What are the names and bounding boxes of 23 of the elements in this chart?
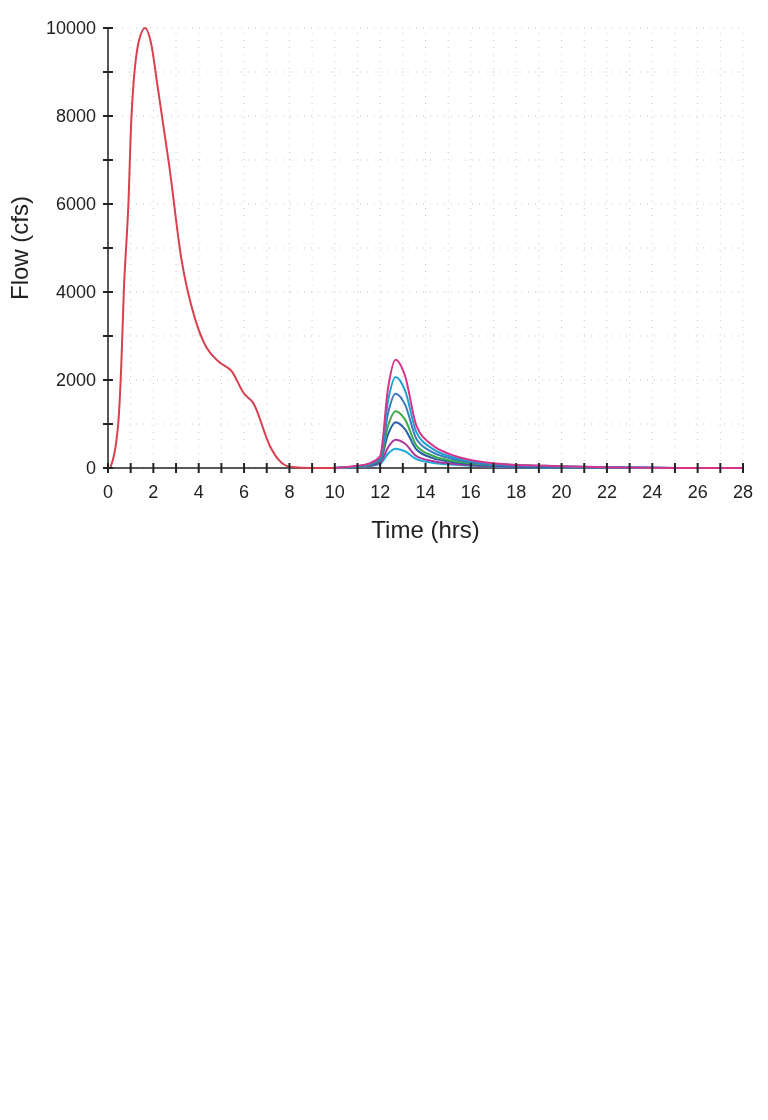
y-tick-label: 4000 <box>55 282 96 303</box>
y-tick-label: 6000 <box>55 194 96 215</box>
x-axis-title: Time (hrs) <box>371 516 480 543</box>
x-tick-label: 20 <box>551 482 572 502</box>
y-tick-label: 10000 <box>45 18 96 39</box>
y-tick-label: 2000 <box>55 370 96 391</box>
x-tick-label: 12 <box>370 482 391 502</box>
x-tick-label: 24 <box>642 482 663 502</box>
x-tick-label: 16 <box>460 482 481 502</box>
x-tick-label: 22 <box>596 482 617 502</box>
y-axis-title: Flow (cfs) <box>6 196 33 300</box>
x-tick-label: 26 <box>687 482 708 502</box>
x-tick-label: 6 <box>239 482 250 502</box>
x-tick-label: 28 <box>732 482 754 502</box>
x-tick-label: 18 <box>506 482 527 502</box>
x-tick-label: 4 <box>193 482 204 502</box>
y-tick-label: 0 <box>85 458 96 479</box>
y-tick-label: 8000 <box>55 106 96 127</box>
x-tick-label: 2 <box>148 482 159 502</box>
x-tick-label: 14 <box>415 482 436 502</box>
x-tick-label: 8 <box>284 482 295 502</box>
x-tick-label: 0 <box>102 482 114 502</box>
x-tick-label: 10 <box>324 482 345 502</box>
